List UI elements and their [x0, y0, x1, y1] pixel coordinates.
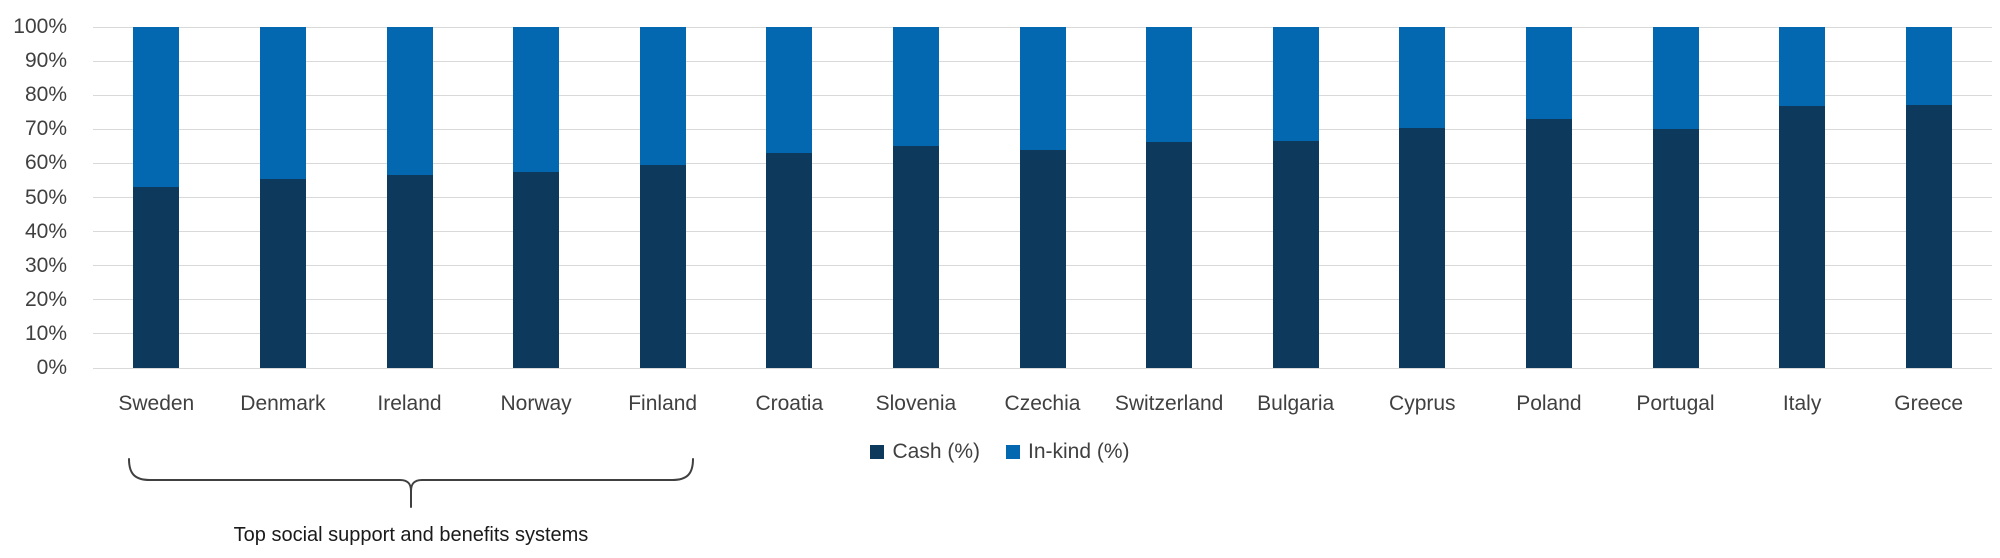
bar-segment-in-kind — [639, 27, 686, 165]
y-axis-tick: 100% — [13, 15, 67, 38]
x-axis-label: Switzerland — [1114, 392, 1224, 415]
cash-swatch-icon — [870, 445, 885, 459]
x-axis-label: Finland — [628, 392, 698, 415]
y-axis-tick: 40% — [24, 219, 67, 243]
y-axis-tick: 70% — [24, 117, 67, 141]
bar-segment-in-kind — [1652, 27, 1699, 129]
bar-denmark — [259, 27, 306, 368]
bar-segment-cash — [1779, 106, 1826, 368]
bar-segment-in-kind — [259, 27, 306, 179]
x-axis-label: Poland — [1516, 392, 1582, 415]
bar-segment-cash — [1146, 141, 1193, 368]
y-axis-tick: 10% — [24, 321, 67, 345]
gridline — [93, 367, 1992, 369]
x-axis-label: Denmark — [240, 392, 326, 415]
bracket-label: Top social support and benefits systems — [233, 524, 589, 546]
bar-segment-cash — [1905, 104, 1952, 368]
y-axis-tick: 90% — [24, 49, 67, 73]
y-axis-tick: 60% — [24, 151, 67, 175]
legend: Cash (%) In-kind (%) — [0, 438, 2000, 466]
bar-segment-in-kind — [1905, 27, 1952, 105]
bar-cyprus — [1399, 27, 1446, 368]
bar-segment-cash — [259, 178, 306, 368]
x-axis-label: Croatia — [755, 392, 824, 415]
bar-segment-cash — [386, 175, 433, 368]
bar-segment-in-kind — [1399, 27, 1446, 128]
bar-segment-cash — [1272, 140, 1319, 368]
legend-item-in-kind: In-kind (%) — [1006, 440, 1130, 463]
bar-segment-in-kind — [133, 27, 180, 188]
legend-label-cash: Cash (%) — [892, 440, 980, 463]
bar-segment-in-kind — [1146, 27, 1193, 142]
bar-segment-cash — [1019, 149, 1066, 368]
bar-finland — [639, 27, 686, 368]
bar-portugal — [1652, 27, 1699, 368]
bar-segment-cash — [1399, 127, 1446, 368]
y-axis-tick: 80% — [24, 83, 67, 107]
y-axis-tick: 50% — [24, 185, 67, 209]
bar-segment-cash — [133, 187, 180, 368]
x-axis-label: Cyprus — [1389, 392, 1456, 415]
y-axis-tick: 0% — [36, 356, 67, 379]
bar-segment-cash — [513, 171, 560, 368]
bar-segment-in-kind — [1525, 27, 1572, 120]
y-axis-tick: 30% — [24, 253, 67, 277]
x-axis-label: Italy — [1782, 392, 1822, 415]
legend-label-in-kind: In-kind (%) — [1028, 440, 1130, 463]
x-axis-label: Ireland — [377, 392, 442, 415]
bar-segment-cash — [766, 153, 813, 368]
bar-switzerland — [1146, 27, 1193, 368]
bar-segment-cash — [892, 146, 939, 368]
legend-item-cash: Cash (%) — [870, 440, 980, 463]
bar-segment-in-kind — [766, 27, 813, 154]
bar-norway — [513, 27, 560, 368]
x-axis-label: Greece — [1894, 392, 1964, 415]
in-kind-swatch-icon — [1006, 445, 1020, 459]
bar-segment-in-kind — [513, 27, 560, 172]
bar-bulgaria — [1272, 27, 1319, 368]
bar-segment-cash — [1652, 128, 1699, 368]
bar-segment-cash — [639, 164, 686, 368]
bar-segment-in-kind — [1779, 27, 1826, 107]
bar-croatia — [766, 27, 813, 368]
bar-sweden — [133, 27, 180, 368]
bracket-brace-icon — [128, 458, 694, 508]
bar-czechia — [1019, 27, 1066, 368]
x-axis-label: Portugal — [1636, 392, 1715, 415]
x-axis-label: Czechia — [1004, 392, 1081, 415]
bar-segment-in-kind — [386, 27, 433, 176]
bar-greece — [1905, 27, 1952, 368]
x-axis-label: Norway — [500, 392, 572, 415]
y-axis-tick: 20% — [24, 287, 67, 311]
x-axis-label: Bulgaria — [1257, 392, 1335, 415]
x-axis-label: Slovenia — [875, 392, 957, 415]
bar-segment-in-kind — [892, 27, 939, 147]
x-axis-label: Sweden — [118, 392, 195, 415]
bar-ireland — [386, 27, 433, 368]
bar-italy — [1779, 27, 1826, 368]
bar-poland — [1525, 27, 1572, 368]
bar-segment-cash — [1525, 119, 1572, 368]
bar-segment-in-kind — [1272, 27, 1319, 141]
bar-slovenia — [892, 27, 939, 368]
bar-segment-in-kind — [1019, 27, 1066, 150]
